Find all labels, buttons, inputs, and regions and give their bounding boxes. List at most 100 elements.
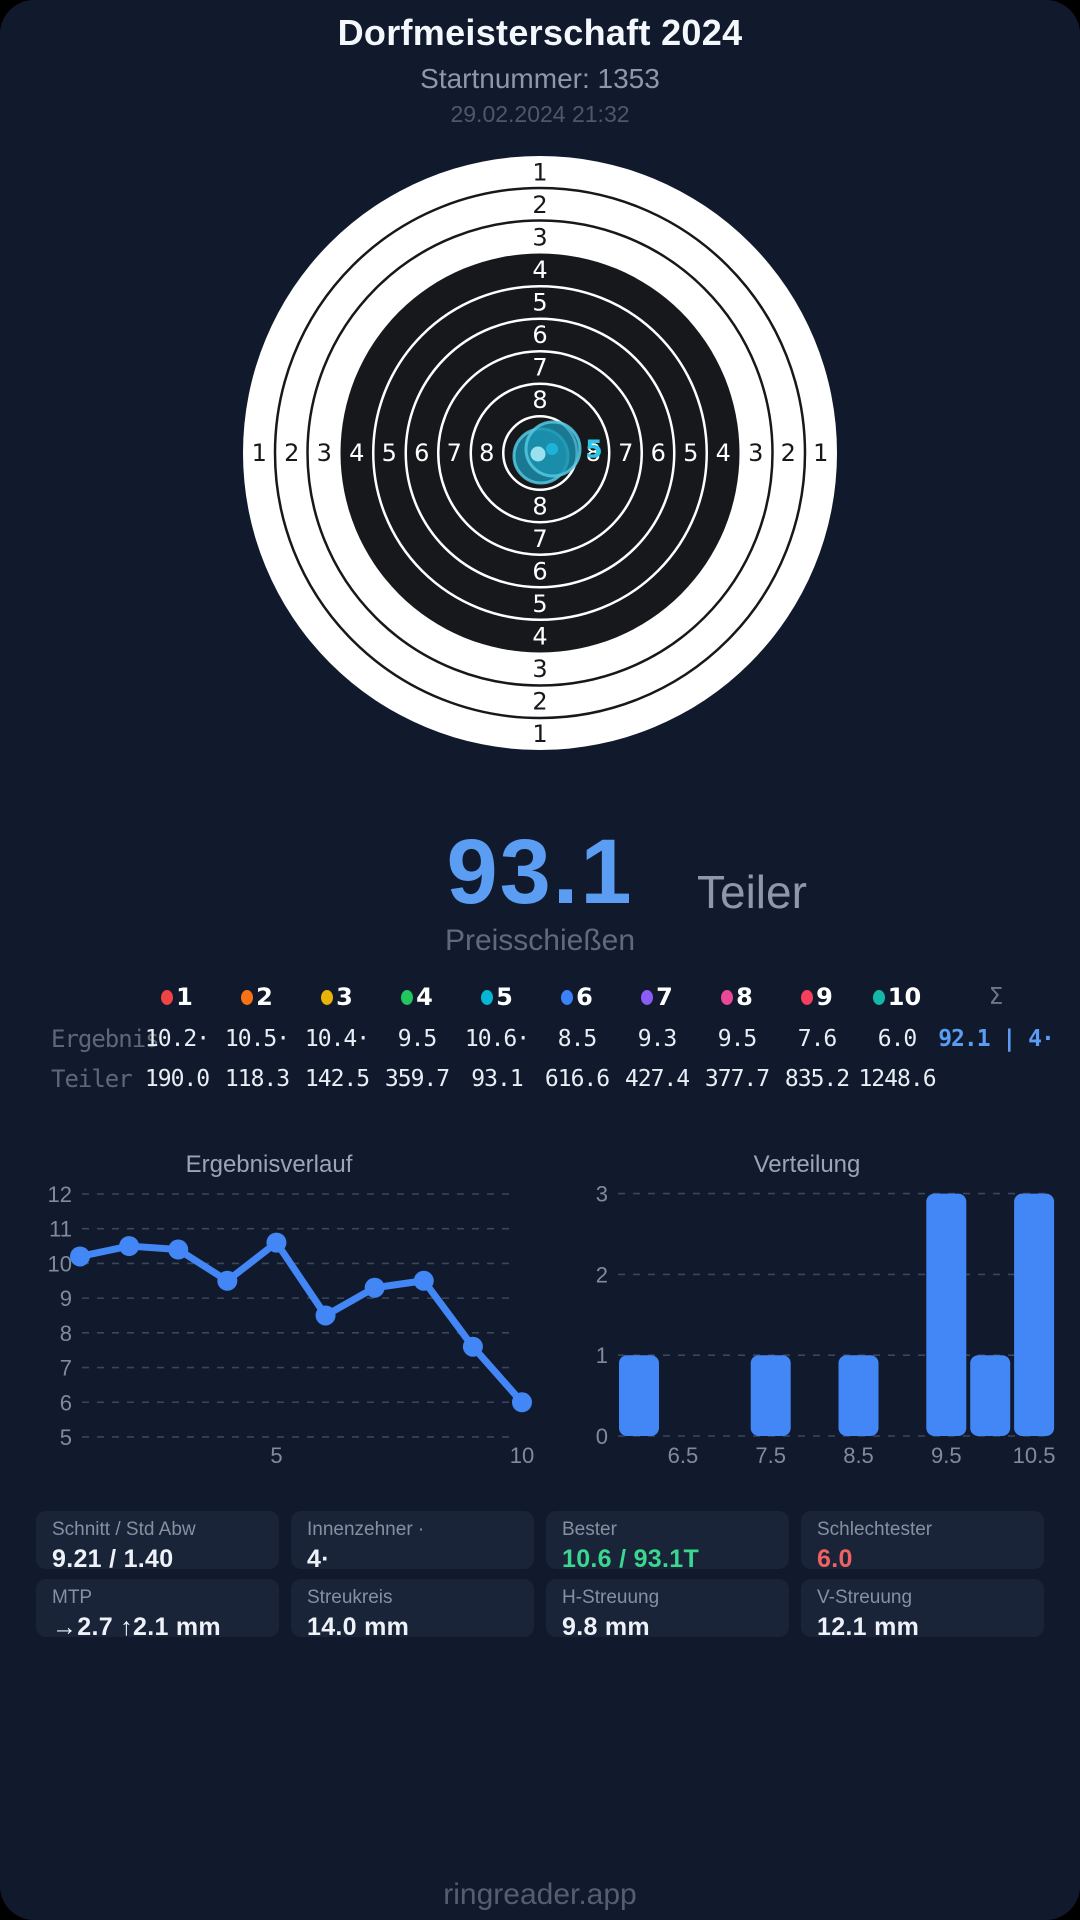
- ring-number: 8: [532, 386, 547, 414]
- stat-value: →2.7 ↑2.1 mm: [52, 1613, 221, 1641]
- ring-number: 2: [532, 191, 547, 219]
- y-tick-label: 1: [596, 1343, 608, 1368]
- ring-number: 8: [586, 439, 601, 467]
- stat-label: Schlechtester: [817, 1519, 933, 1540]
- data-point: [413, 1270, 434, 1291]
- y-tick-label: 8: [60, 1321, 72, 1346]
- teiler-value: 1248.6: [858, 1066, 936, 1092]
- shot-number: 6: [576, 983, 593, 1011]
- shot-color-dot: [641, 989, 654, 1005]
- ring-circle: [273, 186, 807, 720]
- ring-number: 4: [532, 622, 547, 650]
- ring-number: 5: [683, 439, 698, 467]
- shot-column-header: 1: [137, 983, 217, 1011]
- data-point: [217, 1270, 238, 1291]
- ring-number: 5: [532, 288, 547, 316]
- ring-number: 5: [382, 439, 397, 467]
- teiler-value: 118.3: [224, 1066, 290, 1092]
- start-number: Startnummer: 1353: [420, 63, 660, 94]
- ring-number: 7: [447, 439, 462, 467]
- ergebnis-value: 8.5: [557, 1026, 598, 1052]
- shot-column-header: 3: [297, 983, 377, 1011]
- shot-color-dot: [872, 989, 885, 1005]
- x-tick-label: 9.5: [931, 1443, 962, 1468]
- histogram-bar: [750, 1355, 791, 1436]
- x-tick-label: 10.5: [1013, 1443, 1056, 1468]
- shot-color-dot: [161, 989, 174, 1005]
- teiler-value: 93.1: [471, 1066, 523, 1092]
- y-tick-label: 5: [60, 1425, 72, 1450]
- ring-number: 8: [532, 492, 547, 520]
- shot-color-dot: [561, 989, 574, 1005]
- bar-chart-verteilung: Verteilung 3 2 1 0 6.5 7.5 8.5 9.5 10.5: [596, 1151, 1056, 1468]
- ring-number: 7: [618, 439, 633, 467]
- x-tick-label: 6.5: [668, 1443, 699, 1468]
- teiler-value: 190.0: [144, 1066, 210, 1092]
- shot-center-dot: [530, 446, 546, 462]
- teiler-value: 427.4: [624, 1066, 690, 1092]
- shot-column-header: 7: [617, 983, 697, 1011]
- stat-value: 14.0 mm: [307, 1613, 410, 1641]
- ring-number: 3: [532, 655, 547, 683]
- chart-title: Ergebnisverlauf: [186, 1151, 353, 1178]
- shot-number: 2: [256, 983, 273, 1011]
- shot-column-header: 4: [377, 983, 457, 1011]
- teiler-value: 377.7: [704, 1066, 770, 1092]
- ring-number: 3: [748, 439, 763, 467]
- ring-number: 6: [532, 557, 547, 585]
- ring-number: 6: [651, 439, 666, 467]
- event-title: Dorfmeisterschaft 2024: [337, 12, 743, 53]
- score-unit: Teiler: [697, 866, 807, 918]
- series-line: [76, 1239, 526, 1406]
- shot-number: 10: [887, 983, 922, 1011]
- shot-column-header: 2: [217, 983, 297, 1011]
- teiler-row: Teiler 190.0 118.3 142.5 359.7 93.1 616.6 427.4…: [36, 1059, 1055, 1099]
- y-tick-label: 6: [60, 1390, 72, 1415]
- ring-number: 2: [284, 439, 299, 467]
- ergebnis-value: 9.5: [397, 1026, 438, 1052]
- ring-number: 3: [532, 223, 547, 251]
- stat-card-h-streuung: H-Streuung 9.8 mm: [546, 1579, 789, 1641]
- stat-card-streukreis: Streukreis 14.0 mm: [291, 1579, 534, 1641]
- y-tick-label: 12: [48, 1182, 72, 1207]
- ergebnis-row: Ergebnis 10.2· 10.5· 10.4· 9.5 10.6· 8.5 9.3 9.5…: [36, 1019, 1055, 1059]
- x-tick-label: 5: [270, 1443, 282, 1468]
- ergebnis-sum: 92.1 | 4·: [938, 1026, 1055, 1052]
- ergebnis-value: 10.6·: [464, 1026, 530, 1052]
- shot-column-header: 8: [697, 983, 777, 1011]
- stat-value: 12.1 mm: [817, 1613, 920, 1641]
- shot-color-dot: [241, 989, 254, 1005]
- highlighted-shot-number: 5: [585, 435, 602, 464]
- table-header-row: 1 2 3 4 5 6 7 8 9 10 Σ: [36, 975, 1055, 1019]
- shot-column-header: 5: [457, 983, 537, 1011]
- data-point: [266, 1232, 287, 1253]
- row-label: Ergebnis: [51, 1025, 160, 1053]
- stat-card-innenzehner: Innenzehner · 4·: [291, 1511, 534, 1573]
- ring-circle: [469, 382, 611, 524]
- stat-value: 10.6 / 93.1T: [562, 1545, 700, 1573]
- histogram-bar: [926, 1193, 967, 1436]
- ergebnis-value: 10.5·: [224, 1026, 290, 1052]
- ring-number: 7: [532, 353, 547, 381]
- shot-number: 4: [416, 983, 433, 1011]
- footer-brand: ringreader.app: [443, 1878, 637, 1911]
- ring-number: 5: [532, 590, 547, 618]
- ergebnis-value: 10.4·: [304, 1026, 370, 1052]
- y-tick-label: 7: [60, 1356, 72, 1381]
- session-datetime: 29.02.2024 21:32: [450, 101, 630, 127]
- y-tick-label: 9: [60, 1286, 72, 1311]
- stat-cards-grid: Schnitt / Std Abw 9.21 / 1.40 Innenzehner …: [36, 1511, 1044, 1641]
- stat-card-mtp: MTP →2.7 ↑2.1 mm: [36, 1579, 279, 1641]
- ring-number: 7: [532, 525, 547, 553]
- y-tick-label: 10: [48, 1251, 72, 1276]
- ring-number: 8: [479, 439, 494, 467]
- ring-number: 2: [532, 687, 547, 715]
- ring-number: 2: [781, 439, 796, 467]
- stat-card-schlechtester: Schlechtester 6.0: [801, 1511, 1044, 1573]
- shot-color-dot: [721, 989, 734, 1005]
- data-point: [168, 1239, 189, 1260]
- ring-number: 1: [252, 439, 267, 467]
- shot-color-dot: [481, 989, 494, 1005]
- shot-number: 3: [336, 983, 353, 1011]
